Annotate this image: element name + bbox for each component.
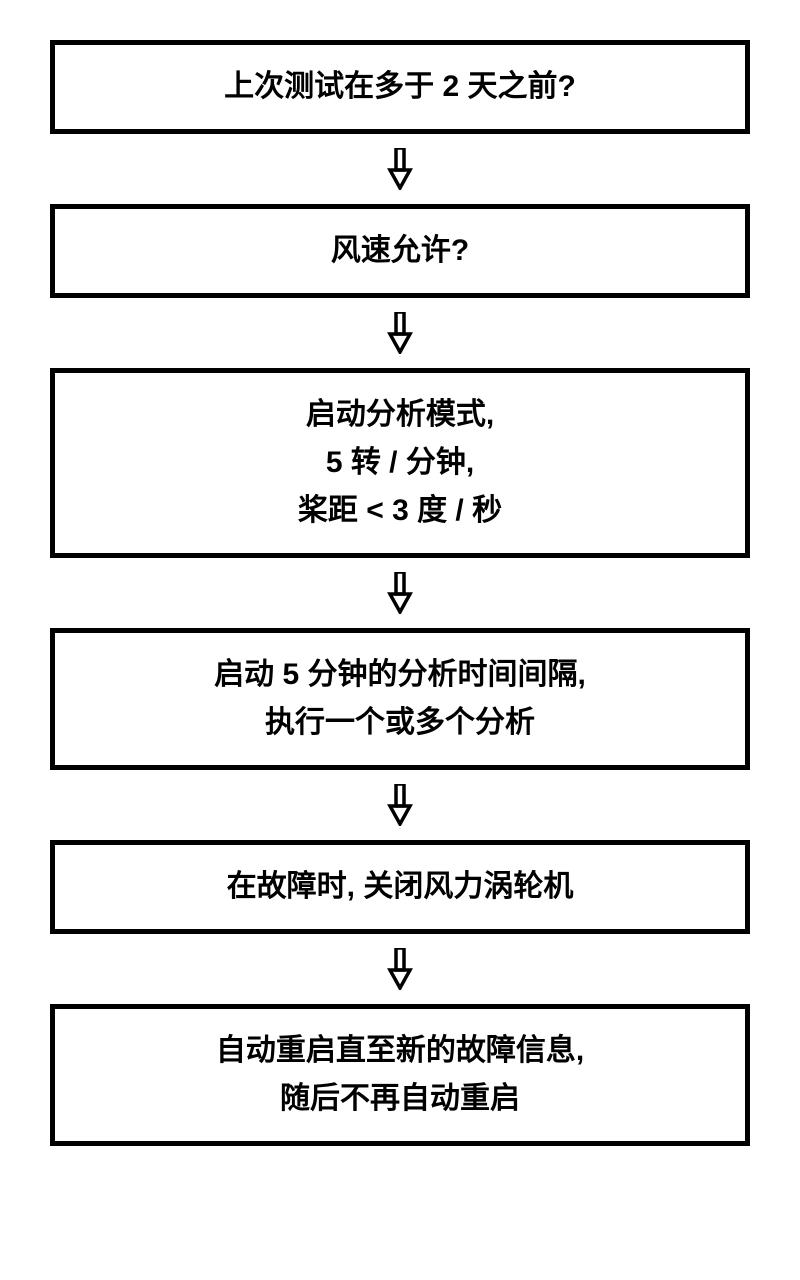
node-text: 上次测试在多于 2 天之前?	[75, 63, 725, 111]
node-text: 启动 5 分钟的分析时间间隔,	[75, 651, 725, 699]
arrow-down-icon	[386, 312, 414, 354]
flowchart-node: 在故障时, 关闭风力涡轮机	[50, 840, 750, 934]
arrow-down-icon	[386, 948, 414, 990]
flowchart-node: 上次测试在多于 2 天之前?	[50, 40, 750, 134]
node-text: 5 转 / 分钟,	[75, 439, 725, 487]
node-text: 执行一个或多个分析	[75, 699, 725, 747]
arrow-down-icon	[386, 148, 414, 190]
node-text: 启动分析模式,	[75, 391, 725, 439]
node-text: 在故障时, 关闭风力涡轮机	[75, 863, 725, 911]
node-text: 桨距 < 3 度 / 秒	[75, 487, 725, 535]
node-text: 风速允许?	[75, 227, 725, 275]
arrow-down-icon	[386, 572, 414, 614]
node-text: 自动重启直至新的故障信息,	[75, 1027, 725, 1075]
flowchart-node: 启动 5 分钟的分析时间间隔, 执行一个或多个分析	[50, 628, 750, 770]
flowchart-node: 自动重启直至新的故障信息, 随后不再自动重启	[50, 1004, 750, 1146]
flowchart-node: 启动分析模式, 5 转 / 分钟, 桨距 < 3 度 / 秒	[50, 368, 750, 558]
flowchart-node: 风速允许?	[50, 204, 750, 298]
node-text: 随后不再自动重启	[75, 1075, 725, 1123]
arrow-down-icon	[386, 784, 414, 826]
flowchart-container: 上次测试在多于 2 天之前? 风速允许? 启动分析模式, 5 转 / 分钟, 桨…	[50, 40, 750, 1146]
